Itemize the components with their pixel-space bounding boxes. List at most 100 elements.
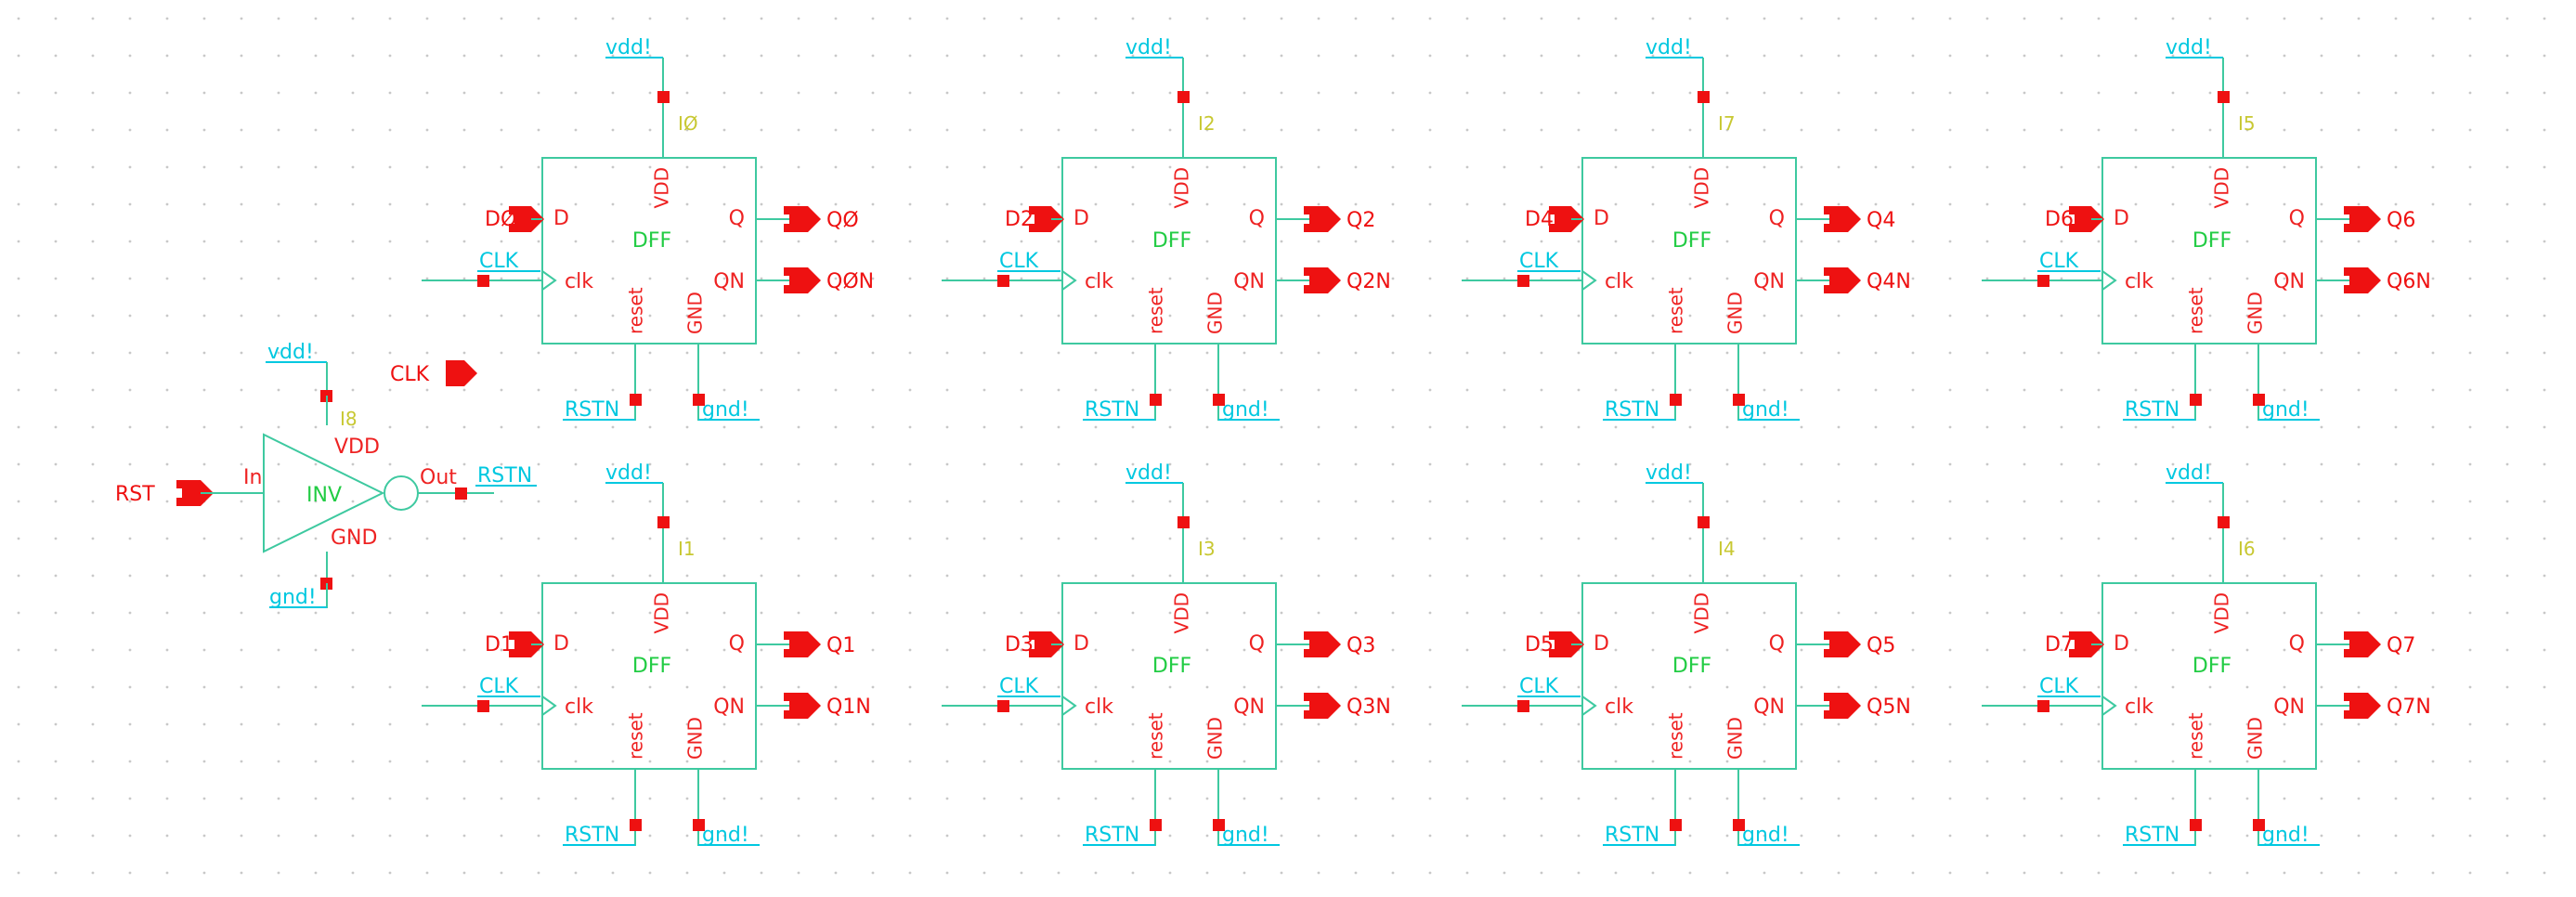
dff-clk-net-label: CLK bbox=[479, 675, 519, 698]
dff-reset-pin-square[interactable] bbox=[1150, 819, 1162, 831]
dff-reset-net-label: RSTN bbox=[565, 824, 619, 847]
dff-vdd-pin-square[interactable] bbox=[1698, 91, 1710, 103]
dff-d-input-port[interactable] bbox=[509, 206, 544, 232]
dff-qn-port-label: Q3N bbox=[1347, 696, 1391, 719]
dff-clk-pin-square[interactable] bbox=[1517, 275, 1529, 287]
dff-clk-net-label: CLK bbox=[1519, 250, 1559, 273]
dff-d-pin-label: D bbox=[1594, 207, 1609, 230]
dff-q-output-port[interactable] bbox=[784, 206, 821, 232]
dff-vdd-pin-square[interactable] bbox=[657, 516, 670, 528]
dff-qn-pin-label: QN bbox=[1233, 270, 1265, 293]
inv-in-pin-label: In bbox=[243, 466, 262, 489]
dff-gnd-pin-label: GND bbox=[1724, 292, 1747, 334]
clk-port-shape[interactable] bbox=[446, 360, 477, 386]
dff-qn-output-port[interactable] bbox=[1304, 693, 1341, 719]
dff-qn-pin-label: QN bbox=[713, 696, 745, 719]
dff-gnd-pin-square[interactable] bbox=[1213, 394, 1225, 406]
dff-d-input-port[interactable] bbox=[1029, 631, 1064, 657]
dff-qn-port-label: Q4N bbox=[1867, 270, 1911, 293]
inv-instance-name: I8 bbox=[340, 408, 358, 430]
dff-q-output-port[interactable] bbox=[1304, 206, 1341, 232]
dff-q-output-port[interactable] bbox=[784, 631, 821, 657]
dff-vdd-net-label: vdd! bbox=[605, 36, 652, 59]
dff-reset-net-label: RSTN bbox=[1605, 398, 1659, 422]
dff-reset-pin-square[interactable] bbox=[630, 394, 642, 406]
dff-vdd-pin-square[interactable] bbox=[1177, 516, 1190, 528]
dff-reset-pin-square[interactable] bbox=[630, 819, 642, 831]
dff-vdd-pin-square[interactable] bbox=[1177, 91, 1190, 103]
dff-reset-pin-square[interactable] bbox=[1150, 394, 1162, 406]
dff-qn-pin-label: QN bbox=[2273, 270, 2305, 293]
dff-gnd-net-label: gnd! bbox=[1222, 398, 1269, 422]
dff-clk-pin-square[interactable] bbox=[2037, 275, 2049, 287]
dff-qn-port-label: Q5N bbox=[1867, 696, 1911, 719]
dff-d-input-port[interactable] bbox=[2069, 631, 2104, 657]
dff-d-input-port[interactable] bbox=[2069, 206, 2104, 232]
dff-clk-pin-square[interactable] bbox=[477, 700, 489, 712]
dff-gnd-pin-square[interactable] bbox=[1733, 819, 1745, 831]
dff-gnd-pin-square[interactable] bbox=[2253, 394, 2265, 406]
inverter-instance[interactable]: vdd! I8 VDD INV In Out GND RST RSTN gnd! bbox=[115, 341, 537, 609]
inv-out-pin-square[interactable] bbox=[455, 488, 467, 500]
dff-reset-net-label: RSTN bbox=[2125, 824, 2179, 847]
dff-q-output-port[interactable] bbox=[1824, 631, 1861, 657]
dff-d-port-label: D6 bbox=[2045, 208, 2074, 231]
dff-gnd-pin-square[interactable] bbox=[1213, 819, 1225, 831]
dff-qn-output-port[interactable] bbox=[784, 693, 821, 719]
dff-reset-pin-label: reset bbox=[1145, 712, 1167, 760]
rst-input-port[interactable] bbox=[176, 480, 214, 506]
dff-reset-pin-square[interactable] bbox=[2190, 819, 2202, 831]
dff-clk-pin-square[interactable] bbox=[477, 275, 489, 287]
dff-reset-pin-square[interactable] bbox=[1670, 819, 1682, 831]
dff-qn-output-port[interactable] bbox=[2344, 267, 2381, 293]
dff-gnd-pin-square[interactable] bbox=[1733, 394, 1745, 406]
dff-gnd-pin-square[interactable] bbox=[693, 819, 705, 831]
dff-instance-name: I4 bbox=[1718, 538, 1736, 560]
dff-d-input-port[interactable] bbox=[1029, 206, 1064, 232]
dff-qn-output-port[interactable] bbox=[1824, 693, 1861, 719]
dff-gnd-net-label: gnd! bbox=[2262, 398, 2309, 422]
dff-clk-pin-square[interactable] bbox=[2037, 700, 2049, 712]
dff-clk-pin-square[interactable] bbox=[997, 275, 1009, 287]
dff-qn-output-port[interactable] bbox=[1304, 267, 1341, 293]
dff-vdd-pin-square[interactable] bbox=[657, 91, 670, 103]
dff-vdd-net-label: vdd! bbox=[2166, 462, 2212, 485]
dff-qn-output-port[interactable] bbox=[784, 267, 821, 293]
dff-reset-pin-square[interactable] bbox=[1670, 394, 1682, 406]
dff-q-output-port[interactable] bbox=[1824, 206, 1861, 232]
dff-q-output-port[interactable] bbox=[1304, 631, 1341, 657]
dff-qn-output-port[interactable] bbox=[2344, 693, 2381, 719]
dff-d-input-port[interactable] bbox=[1549, 206, 1584, 232]
dff-clk-marker bbox=[2101, 270, 2117, 291]
dff-gnd-pin-square[interactable] bbox=[2253, 819, 2265, 831]
dff-vdd-pin-square[interactable] bbox=[2218, 91, 2230, 103]
dff-d-pin-label: D bbox=[2114, 632, 2129, 656]
dff-q-output-port[interactable] bbox=[2344, 206, 2381, 232]
dff-q-port-label: Q6 bbox=[2387, 209, 2415, 232]
dff-d-port-label: D1 bbox=[485, 633, 514, 656]
dff-q-output-port[interactable] bbox=[2344, 631, 2381, 657]
dff-clk-pin-square[interactable] bbox=[1517, 700, 1529, 712]
dff-vdd-pin-square[interactable] bbox=[2218, 516, 2230, 528]
dff-q-port-label: Q7 bbox=[2387, 634, 2415, 657]
clk-free-port[interactable]: CLK bbox=[390, 360, 477, 386]
dff-qn-output-port[interactable] bbox=[1824, 267, 1861, 293]
dff-clk-pin-square[interactable] bbox=[997, 700, 1009, 712]
dff-gnd-pin-square[interactable] bbox=[693, 394, 705, 406]
dff-reset-pin-square[interactable] bbox=[2190, 394, 2202, 406]
inv-gnd-pin-label: GND bbox=[331, 526, 377, 550]
dff-d-input-port[interactable] bbox=[509, 631, 544, 657]
dff-d-input-port[interactable] bbox=[1549, 631, 1584, 657]
dff-vdd-pin-square[interactable] bbox=[1698, 516, 1710, 528]
